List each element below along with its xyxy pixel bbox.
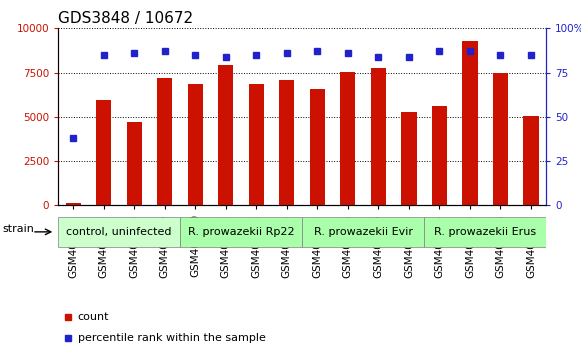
Bar (523, 116, 539, 205)
Bar (157, 78, 173, 205)
Text: count: count (78, 312, 109, 322)
FancyBboxPatch shape (180, 217, 302, 247)
Bar (493, 74, 508, 205)
Bar (432, 106, 447, 205)
Bar (310, 90, 325, 205)
FancyBboxPatch shape (424, 217, 546, 247)
Text: R. prowazekii Evir: R. prowazekii Evir (314, 227, 413, 237)
Text: R. prowazekii Rp22: R. prowazekii Rp22 (188, 227, 295, 237)
Text: R. prowazekii Erus: R. prowazekii Erus (434, 227, 536, 237)
Bar (401, 112, 417, 205)
Bar (371, 68, 386, 205)
Bar (218, 65, 234, 205)
Text: control, uninfected: control, uninfected (66, 227, 172, 237)
Bar (249, 84, 264, 205)
Bar (340, 72, 356, 205)
Text: percentile rank within the sample: percentile rank within the sample (78, 333, 266, 343)
Bar (188, 84, 203, 205)
FancyBboxPatch shape (302, 217, 424, 247)
Text: strain: strain (3, 224, 35, 234)
FancyBboxPatch shape (58, 217, 180, 247)
Bar (279, 80, 295, 205)
Bar (66, 203, 81, 205)
Bar (462, 41, 478, 205)
Bar (96, 100, 112, 205)
Bar (127, 122, 142, 205)
Text: GDS3848 / 10672: GDS3848 / 10672 (58, 11, 193, 26)
